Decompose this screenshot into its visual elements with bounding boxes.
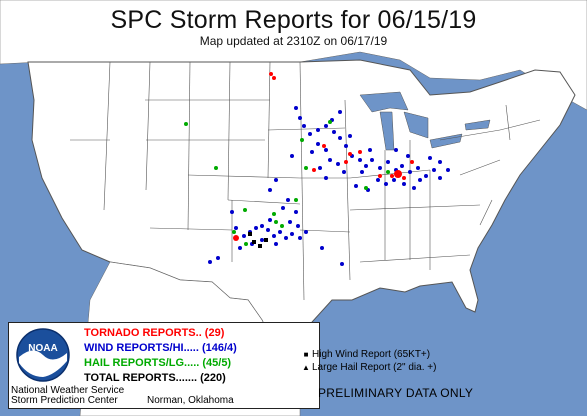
- marker-key: ■ High Wind Report (65KT+) ▲ Large Hail Re…: [300, 348, 436, 374]
- key-high-wind: ■ High Wind Report (65KT+): [300, 348, 436, 361]
- lake-huron: [403, 111, 429, 139]
- map-title: SPC Storm Reports for 06/15/19: [110, 6, 477, 34]
- hail-reports: [184, 120, 390, 246]
- legend-tornado: TORNADO REPORTS.. (29): [84, 327, 225, 339]
- tornado-reports: [233, 72, 414, 241]
- footer-org-nws: National Weather Service: [11, 385, 125, 396]
- footer-org-spc: Storm Prediction Center: [11, 395, 118, 406]
- legend-wind: WIND REPORTS/HI..... (146/4): [84, 342, 237, 354]
- key-large-hail: ▲ Large Hail Report (2" dia. +): [300, 361, 436, 374]
- preliminary-notice: PRELIMINARY DATA ONLY: [318, 386, 474, 400]
- legend-panel: NOAA TORNADO REPORTS.. (29) WIND REPORTS…: [8, 322, 320, 409]
- map-subtitle: Map updated at 2310Z on 06/17/19: [199, 34, 388, 48]
- lake-ontario: [464, 119, 491, 131]
- footer-location: Norman, Oklahoma: [147, 395, 234, 406]
- square-icon: ■: [303, 350, 309, 359]
- lake-superior: [359, 91, 409, 113]
- report-markers: [184, 72, 450, 266]
- legend-hail: HAIL REPORTS/LG..... (45/5): [84, 357, 232, 369]
- svg-text:NOAA: NOAA: [28, 343, 57, 354]
- triangle-icon: ▲: [302, 363, 310, 372]
- legend-total: TOTAL REPORTS....... (220): [84, 372, 226, 384]
- high-wind-markers: [248, 232, 268, 248]
- state-borders: [70, 61, 541, 301]
- noaa-logo-icon: NOAA: [15, 327, 71, 383]
- wind-reports: [208, 106, 450, 266]
